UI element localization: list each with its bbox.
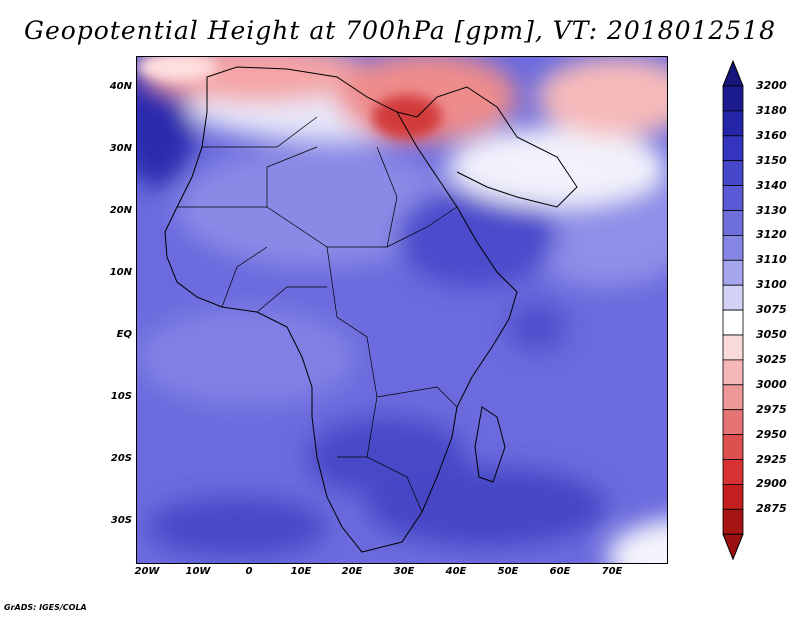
- height-field-core: [137, 57, 442, 139]
- lat-label-20s: 20S: [110, 453, 132, 464]
- map-canvas: [137, 57, 667, 563]
- colorbar-level-label: 3140: [756, 178, 787, 192]
- map-panel: [136, 56, 668, 564]
- colorbar-swatch: [722, 160, 744, 186]
- colorbar-level-label: 3200: [756, 79, 787, 92]
- lon-label-70e: 70E: [601, 566, 623, 577]
- chart-title: Geopotential Height at 700hPa [gpm], VT:…: [23, 16, 777, 45]
- lat-label-20n: 20N: [109, 205, 132, 216]
- colorbar-top-cap: [722, 60, 744, 87]
- colorbar-swatch: [722, 459, 744, 485]
- lat-label-10s: 10S: [110, 391, 132, 402]
- colorbar-level-label: 3150: [756, 153, 787, 167]
- colorbar-level-label: 3130: [756, 203, 787, 217]
- lon-label-60e: 60E: [549, 566, 571, 577]
- lon-label-10w: 10W: [185, 566, 211, 577]
- colorbar-swatch: [722, 483, 744, 510]
- colorbar-level-label: 3160: [756, 128, 787, 142]
- lat-label-30n: 30N: [109, 143, 132, 154]
- colorbar-swatch: [722, 334, 744, 361]
- colorbar-swatch: [722, 309, 744, 336]
- colorbar-level-label: 3075: [756, 303, 787, 317]
- colorbar: [722, 60, 744, 560]
- lon-label-0: 0: [245, 566, 253, 577]
- colorbar-swatch: [722, 185, 744, 211]
- coastlines: [164, 66, 578, 553]
- country-borders: [177, 116, 458, 513]
- colorbar-swatch: [722, 508, 744, 535]
- lat-label-eq: EQ: [116, 329, 132, 340]
- lon-label-40e: 40E: [445, 566, 467, 577]
- colorbar-level-label: 3050: [756, 328, 787, 341]
- colorbar-bottom-cap: [722, 533, 744, 560]
- colorbar-swatch: [722, 210, 744, 236]
- lon-label-20e: 20E: [341, 566, 363, 577]
- colorbar-swatch: [722, 135, 744, 162]
- colorbar-swatch: [722, 259, 744, 286]
- colorbar-swatch: [722, 234, 744, 261]
- colorbar-swatch: [722, 434, 744, 460]
- colorbar-swatch: [722, 409, 744, 436]
- colorbar-level-label: 2875: [756, 502, 787, 516]
- colorbar-swatch: [722, 110, 744, 137]
- colorbar-swatch: [722, 85, 744, 112]
- colorbar-level-label: 2900: [756, 477, 787, 491]
- colorbar-level-label: 3100: [756, 278, 787, 292]
- madagascar-outline: [474, 406, 506, 483]
- lat-label-10n: 10N: [109, 267, 132, 278]
- colorbar-swatch: [722, 384, 744, 411]
- colorbar-level-label: 3120: [756, 228, 787, 242]
- lat-label-40n: 40N: [109, 81, 132, 92]
- grads-credit: GrADS: IGES/COLA: [4, 603, 87, 612]
- colorbar-level-label: 2975: [756, 402, 787, 416]
- lon-label-30e: 30E: [393, 566, 415, 577]
- colorbar-level-label: 3025: [756, 352, 787, 366]
- colorbar-swatch: [722, 359, 744, 386]
- lon-label-50e: 50E: [497, 566, 519, 577]
- colorbar-level-label: 2925: [756, 452, 787, 466]
- lat-label-30s: 30S: [110, 515, 132, 526]
- colorbar-level-label: 3180: [756, 103, 787, 117]
- colorbar-level-label: 2950: [756, 427, 787, 441]
- colorbar-swatch: [722, 284, 744, 311]
- lon-label-10e: 10E: [290, 566, 312, 577]
- colorbar-level-label: 3110: [756, 253, 787, 267]
- lon-label-20w: 20W: [134, 566, 160, 577]
- colorbar-level-label: 3000: [756, 377, 787, 391]
